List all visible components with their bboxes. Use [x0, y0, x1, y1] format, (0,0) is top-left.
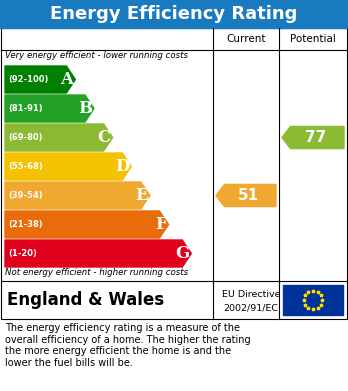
Text: (39-54): (39-54): [8, 191, 42, 200]
Text: Not energy efficient - higher running costs: Not energy efficient - higher running co…: [5, 268, 188, 277]
Text: F: F: [155, 216, 167, 233]
Text: D: D: [115, 158, 129, 175]
Text: (21-38): (21-38): [8, 220, 42, 229]
Polygon shape: [5, 182, 150, 209]
Text: (1-20): (1-20): [8, 249, 37, 258]
Text: 77: 77: [305, 130, 326, 145]
Text: A: A: [61, 71, 73, 88]
Text: The energy efficiency rating is a measure of the
overall efficiency of a home. T: The energy efficiency rating is a measur…: [5, 323, 251, 368]
Polygon shape: [5, 211, 168, 238]
Text: England & Wales: England & Wales: [7, 291, 164, 309]
Text: Very energy efficient - lower running costs: Very energy efficient - lower running co…: [5, 51, 188, 60]
Text: Current: Current: [226, 34, 266, 44]
Text: E: E: [135, 187, 148, 204]
Text: (55-68): (55-68): [8, 162, 43, 171]
Text: Potential: Potential: [290, 34, 336, 44]
Text: (69-80): (69-80): [8, 133, 42, 142]
Text: G: G: [175, 245, 189, 262]
Polygon shape: [5, 153, 131, 180]
Text: EU Directive: EU Directive: [222, 290, 280, 299]
Polygon shape: [5, 66, 76, 93]
Polygon shape: [5, 240, 191, 267]
Bar: [0, 0, 348, 28]
Polygon shape: [5, 95, 94, 122]
Text: (81-91): (81-91): [8, 104, 42, 113]
Text: B: B: [78, 100, 92, 117]
Polygon shape: [5, 124, 113, 151]
Text: Energy Efficiency Rating: Energy Efficiency Rating: [50, 5, 298, 23]
Bar: [283, 285, 343, 315]
Bar: [1, 28, 347, 319]
Text: (92-100): (92-100): [8, 75, 48, 84]
Text: 2002/91/EC: 2002/91/EC: [223, 304, 278, 313]
Text: 51: 51: [238, 188, 259, 203]
Polygon shape: [282, 126, 344, 149]
Text: C: C: [97, 129, 111, 146]
Polygon shape: [216, 185, 276, 206]
